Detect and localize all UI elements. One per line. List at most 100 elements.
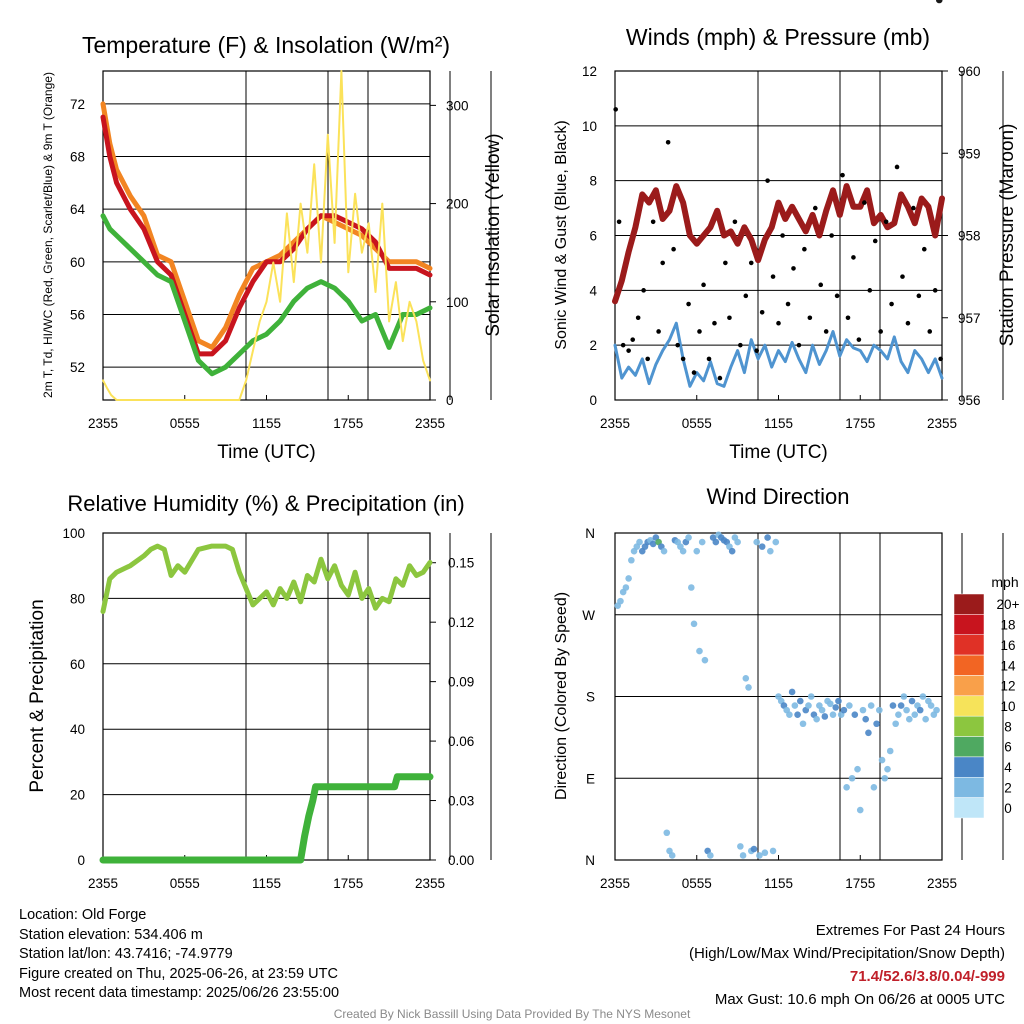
wind-direction-point xyxy=(696,647,703,655)
credit-footer: Created By Nick Bassill Using Data Provi… xyxy=(333,1007,691,1021)
y-axis-label: Percent & Precipitation xyxy=(27,599,48,792)
wind-direction-point xyxy=(712,538,720,546)
gust-point xyxy=(900,274,905,279)
gust-point xyxy=(829,233,834,238)
wind-direction-point xyxy=(854,765,861,773)
x-tick-label: 2355 xyxy=(927,416,957,431)
y-tick-label: 64 xyxy=(70,202,86,217)
wind-direction-point xyxy=(846,702,853,709)
wind-direction-point xyxy=(805,702,812,709)
colorbar-label: 8 xyxy=(1004,719,1012,734)
wind-direction-point xyxy=(622,584,630,591)
gust-point xyxy=(916,293,922,299)
gust-point xyxy=(938,356,943,362)
y-axis-label-right: Solar Insolation (Yellow) xyxy=(483,133,504,336)
y-tick-label-right: 956 xyxy=(958,393,981,408)
gust-point xyxy=(754,348,759,353)
x-tick-label: 2355 xyxy=(88,876,118,891)
y-tick-label-right: 960 xyxy=(958,64,981,79)
gust-point xyxy=(867,288,873,293)
gust-point xyxy=(641,288,646,293)
extremes-panel: Extremes For Past 24 Hours (High/Low/Max… xyxy=(689,919,1005,1011)
x-tick-label: 0555 xyxy=(170,416,200,431)
wind-direction-point xyxy=(742,675,750,682)
gust-point xyxy=(905,320,911,326)
gust-point xyxy=(807,315,813,321)
series-line-red xyxy=(100,114,433,357)
y-tick-label-right: 300 xyxy=(446,98,469,113)
station-elevation: Station elevation: 534.406 m xyxy=(19,926,203,943)
wind-direction-point xyxy=(821,713,829,720)
y-tick-label: N xyxy=(585,853,595,868)
gust-point xyxy=(697,329,702,334)
series-line-blue xyxy=(613,321,944,388)
gust-point xyxy=(791,266,796,271)
y-tick-label: 60 xyxy=(70,657,85,672)
colorbar-swatch xyxy=(953,593,985,615)
gust-point xyxy=(712,320,717,326)
colorbar-label: 6 xyxy=(1004,740,1012,755)
wind-direction-point xyxy=(922,715,929,723)
wind-direction-point xyxy=(617,597,624,605)
gust-point xyxy=(723,260,728,266)
colorbar-label: 12 xyxy=(1000,679,1015,694)
wind-direction-point xyxy=(870,784,878,791)
gust-point xyxy=(626,348,631,353)
y-tick-label-right: 958 xyxy=(958,229,981,244)
gust-point xyxy=(635,315,641,321)
colorbar-swatch xyxy=(953,797,985,819)
wind-direction-point xyxy=(878,756,886,764)
gust-point xyxy=(660,260,665,266)
y-tick-label: 68 xyxy=(70,150,85,165)
y-tick-label: 12 xyxy=(582,64,597,79)
y-tick-label-right: 0.12 xyxy=(448,615,474,630)
gust-point xyxy=(802,246,807,252)
wind-direction-point xyxy=(698,538,706,546)
wind-direction-point xyxy=(900,693,908,700)
wind-direction-point xyxy=(737,843,744,850)
gust-point xyxy=(650,219,656,225)
x-axis-label: Time (UTC) xyxy=(217,442,316,463)
x-tick-label: 1755 xyxy=(333,876,363,891)
wind-direction-point xyxy=(867,702,875,709)
y-axis-label: Sonic Wind & Gust (Blue, Black) xyxy=(553,120,570,349)
gust-point xyxy=(645,356,650,362)
series-line-rh xyxy=(100,543,433,614)
y-tick-label: 0 xyxy=(589,393,597,408)
gust-point xyxy=(823,329,829,334)
gust-point xyxy=(680,356,686,362)
wind-direction-point xyxy=(892,720,899,728)
wind-direction-point xyxy=(791,702,799,709)
y-axis-label-right: Station Pressure (Maroon) xyxy=(997,124,1018,347)
gust-point xyxy=(878,329,883,334)
wind-direction-point xyxy=(826,700,834,708)
gust-point xyxy=(770,274,776,279)
x-tick-label: 1155 xyxy=(252,876,281,891)
x-tick-label: 1755 xyxy=(845,876,875,891)
y-tick-label: N xyxy=(585,526,595,541)
x-tick-label: 2355 xyxy=(415,876,445,891)
x-tick-label: 2355 xyxy=(415,416,445,431)
y-tick-label-right: 200 xyxy=(446,197,469,212)
wind-direction-point xyxy=(886,747,894,755)
wind-direction-point xyxy=(745,684,752,691)
wind-direction-point xyxy=(707,852,714,859)
wind-direction-point xyxy=(701,656,709,664)
chart-title: Temperature (F) & Insolation (W/m²) xyxy=(82,32,450,58)
gust-point xyxy=(889,301,894,307)
wind-direction-point xyxy=(769,847,777,855)
gust-point xyxy=(616,219,622,225)
gust-point xyxy=(630,337,636,342)
extremes-subtitle: (High/Low/Max Wind/Precipitation/Snow De… xyxy=(689,945,1005,962)
wind-direction-point xyxy=(786,711,793,718)
wind-direction-point xyxy=(919,693,927,700)
series-line-yellow xyxy=(102,70,431,401)
extremes-title: Extremes For Past 24 Hours xyxy=(815,922,1005,939)
series-line-orange xyxy=(100,101,433,350)
y-tick-label-right: 0.15 xyxy=(448,556,474,571)
gust-point xyxy=(785,301,791,307)
gust-point xyxy=(845,315,851,321)
wind-direction-point xyxy=(663,829,671,837)
gust-point xyxy=(620,342,626,348)
x-tick-label: 1755 xyxy=(333,416,363,431)
